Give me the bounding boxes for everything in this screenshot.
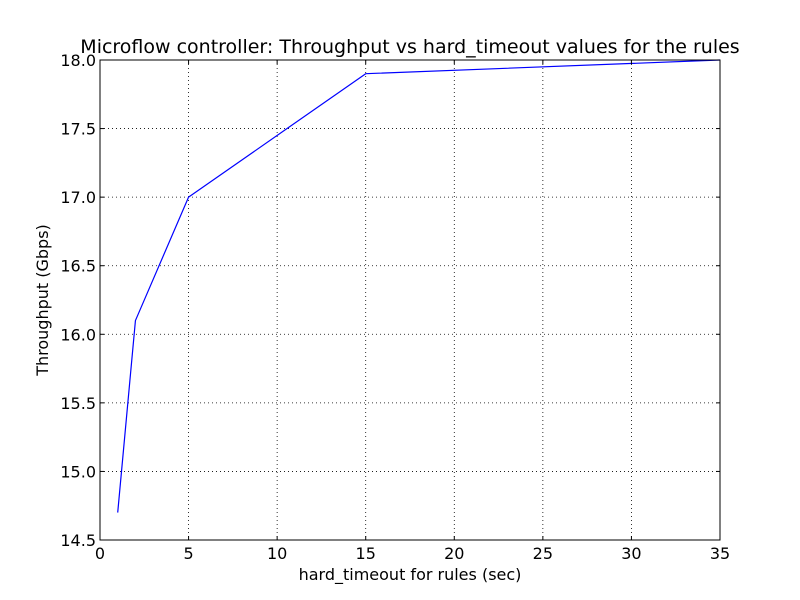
x-tick-label: 10 [267, 544, 287, 563]
plot-frame [99, 59, 721, 541]
x-tick-label: 20 [444, 544, 464, 563]
y-tick-label: 14.5 [60, 531, 96, 550]
plot-area-background [100, 60, 720, 540]
x-tick-label: 35 [710, 544, 730, 563]
x-tick-label: 5 [183, 544, 193, 563]
x-axis-title: hard_timeout for rules (sec) [299, 565, 522, 585]
x-tick-label: 25 [533, 544, 553, 563]
y-tick-label: 16.0 [60, 325, 96, 344]
chart-title: Microflow controller: Throughput vs hard… [80, 36, 739, 58]
y-tick-label: 16.5 [60, 257, 96, 276]
ticks [99, 59, 721, 541]
y-tick-label: 15.5 [60, 394, 96, 413]
series-layer [117, 59, 721, 513]
y-tick-label: 17.0 [60, 188, 96, 207]
series-line [117, 59, 721, 513]
y-axis-title: Throughput (Gbps) [33, 224, 52, 377]
y-tick-label: 18.0 [60, 51, 96, 70]
y-tick-label: 17.5 [60, 120, 96, 139]
y-tick-label: 15.0 [60, 462, 96, 481]
x-tick-label: 30 [621, 544, 641, 563]
x-tick-label: 0 [95, 544, 105, 563]
x-tick-label: 15 [356, 544, 376, 563]
tick-labels: 0 5 10 15 20 25 30 35 14.5 15.0 15.5 16.0 16.5 17.0 17… [60, 51, 730, 563]
